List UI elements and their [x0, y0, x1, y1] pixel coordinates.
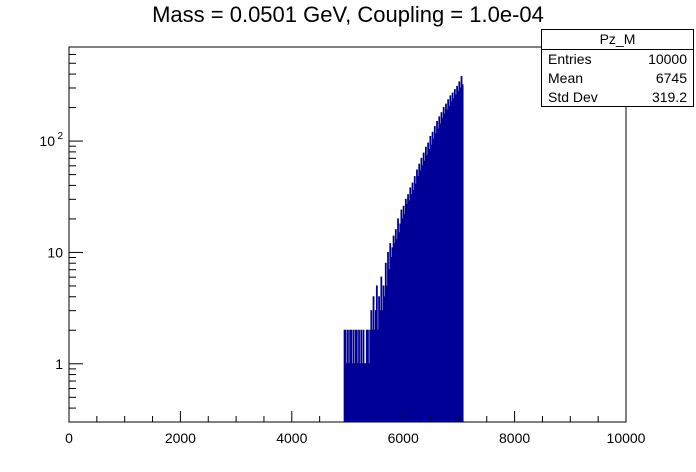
x-tick-label: 10000: [607, 430, 646, 446]
histogram-bin: [461, 84, 464, 423]
stats-label: Mean: [548, 70, 584, 86]
y-tick-label: 1: [55, 356, 63, 372]
x-tick-label: 2000: [165, 430, 196, 446]
stats-row-mean: Mean 6745: [542, 69, 693, 88]
y-tick-label: 10: [47, 244, 63, 260]
x-tick-label: 0: [65, 430, 73, 446]
stats-value: 6745: [655, 70, 687, 86]
x-tick-label: 4000: [276, 430, 307, 446]
y-tick-exponent: 2: [57, 131, 63, 142]
stats-row-stddev: Std Dev 319.2: [542, 88, 693, 107]
x-tick-label: 8000: [499, 430, 530, 446]
y-tick-label: 10: [39, 133, 55, 149]
stats-value: 10000: [648, 51, 687, 67]
histogram-bars: [343, 76, 464, 423]
stats-label: Std Dev: [548, 89, 598, 105]
stats-row-entries: Entries 10000: [542, 50, 693, 69]
stats-label: Entries: [548, 51, 592, 67]
x-axis: 0 2000 4000 6000 8000 10000: [65, 411, 646, 446]
stats-value: 319.2: [651, 89, 687, 105]
stats-box: Pz_M Entries 10000 Mean 6745 Std Dev 319…: [541, 29, 694, 107]
x-tick-label: 6000: [388, 430, 419, 446]
chart-title: Mass = 0.0501 GeV, Coupling = 1.0e-04: [152, 2, 544, 27]
stats-name: Pz_M: [542, 30, 693, 50]
